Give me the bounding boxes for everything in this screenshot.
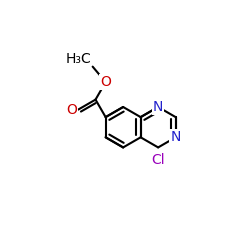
Text: Cl: Cl — [151, 153, 165, 167]
Text: N: N — [153, 100, 163, 114]
Text: O: O — [66, 103, 77, 117]
Text: N: N — [170, 130, 181, 144]
Text: H₃C: H₃C — [66, 52, 92, 66]
Text: O: O — [100, 75, 111, 89]
